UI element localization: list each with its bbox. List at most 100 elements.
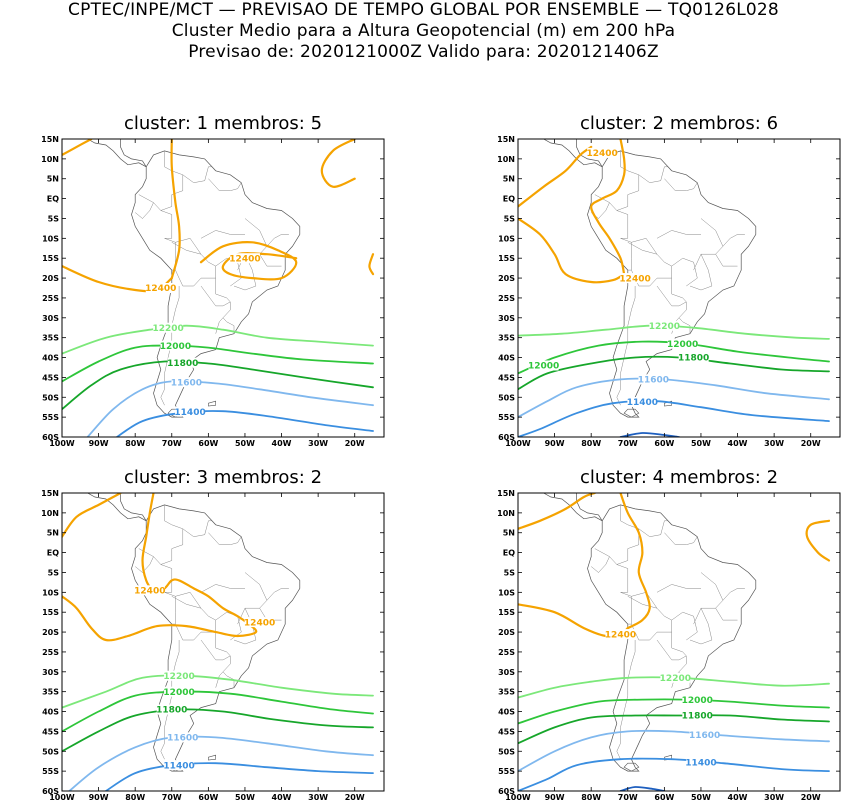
contour-11200 [619,786,666,791]
lon-label: 30W [764,793,784,802]
contour-11400 [518,757,830,791]
country-border [693,218,724,271]
lon-label: 90W [89,793,109,802]
lat-label: 45S [498,727,515,736]
country-border [208,532,242,545]
lon-label: 100W [49,439,75,448]
country-border [135,202,154,219]
panel-title-cluster-1: cluster: 1 membros: 5 [123,113,323,134]
lon-label: 100W [505,793,531,802]
contour-11200 [619,432,680,437]
country-border [715,254,738,267]
island [623,762,640,772]
contour-12200 [518,676,830,699]
contour-label: 11600 [171,378,202,388]
country-border [259,254,282,267]
map-panel-cluster-1: 12400 12400 12200 12000 11800 11600 11400 15N 10… [41,135,385,448]
lat-label: 5S [48,568,60,577]
contour-label-bg [244,617,275,628]
country-border [638,166,668,183]
lat-label: 50S [42,747,59,756]
lat-label: 15N [41,489,59,498]
lon-label: 100W [49,793,75,802]
contour-label: 12400 [587,149,618,159]
lat-label: 20S [42,274,59,283]
lat-label: 5N [47,175,59,184]
contour-label: 12200 [152,324,183,334]
lat-label: 50S [498,747,515,756]
contour-label-bg [160,340,191,351]
contour-label-bg [528,360,559,371]
country-border [722,588,745,601]
contour-11600 [518,729,830,772]
lat-label: 15N [41,135,59,144]
contour-label-bg [164,670,195,681]
country-border [266,234,289,247]
lat-label: 50S [42,393,59,402]
lon-label: 60W [654,439,674,448]
coastline [119,139,147,167]
contour-label: 12000 [667,340,698,350]
lon-label: 40W [272,793,292,802]
map-frame [517,492,841,792]
coastline [131,504,301,772]
lon-label: 70W [162,793,182,802]
lat-label: 5S [504,214,516,223]
lon-label: 50W [235,793,255,802]
lon-label: 70W [618,793,638,802]
lat-label: 40S [498,354,515,363]
coastline [575,139,603,167]
country-border [616,286,636,406]
coastline [543,493,603,522]
country-border [689,254,713,291]
country-border [222,671,235,688]
lat-label: 35S [498,688,515,697]
coastline [87,139,147,168]
contour-12400 [368,253,375,276]
contour-label: 12000 [163,688,194,698]
lat-label: 25S [498,294,515,303]
map-panel-cluster-3: 12400 12400 12200 12000 11800 11600 11400 15N 10… [41,489,385,802]
lat-label: 25S [498,648,515,657]
contour-12400 [619,493,651,630]
panel-title-cluster-2: cluster: 2 membros: 6 [579,113,779,134]
country-border [631,592,672,641]
country-border [671,611,698,641]
contour-label: 12400 [229,254,260,264]
contour-label: 11800 [156,706,187,716]
contour-11800 [518,714,830,745]
contour-label-bg [678,352,709,363]
lat-label: 40S [42,708,59,717]
lon-label: 60W [198,439,218,448]
contour-label: 11800 [678,354,709,364]
lat-label: 55S [42,413,59,422]
lat-label: 5S [48,214,60,223]
lat-label: 40S [42,354,59,363]
lon-label: 30W [764,439,784,448]
contour-12000 [62,690,374,733]
map-background [62,493,384,791]
lon-label: 80W [125,439,145,448]
contour-label-bg [164,686,195,697]
lon-label: 50W [691,439,711,448]
lat-label: 15S [42,254,59,263]
lat-label: 30S [42,314,59,323]
contour-11400 [116,410,374,437]
contour-12200 [62,324,374,355]
lat-label: 10N [41,155,59,164]
contour-label-bg [167,357,198,368]
contour-12200 [62,674,374,709]
contour-12000 [518,698,830,725]
lon-label: 60W [198,793,218,802]
lat-label: 10S [498,234,515,243]
country-border [200,230,245,239]
lon-label: 80W [581,793,601,802]
coastline [587,504,757,772]
lat-label: 45S [42,727,59,736]
country-border [693,572,724,625]
contour-12400 [518,493,596,530]
lat-label: 25S [42,294,59,303]
forecast-dates: Previsao de: 2020121000Z Valido para: 20… [188,42,659,62]
contour-label: 12000 [528,362,559,372]
lon-label: 60W [654,793,674,802]
